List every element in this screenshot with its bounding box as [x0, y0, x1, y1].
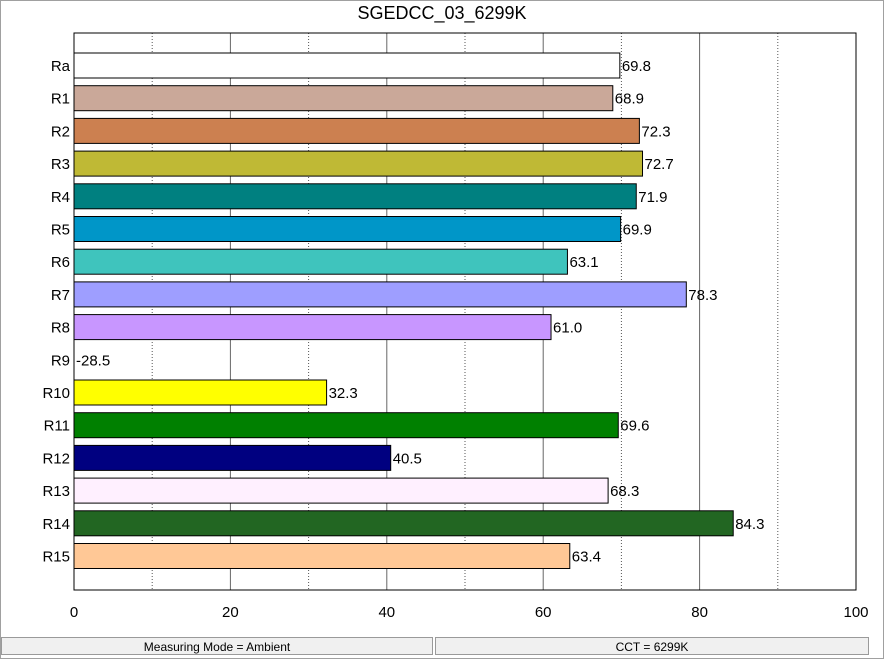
value-label: 63.4 — [572, 549, 601, 566]
x-tick-label: 80 — [691, 604, 708, 621]
bar — [73, 477, 609, 504]
x-tick-label: 20 — [222, 604, 239, 621]
bar — [73, 543, 571, 569]
value-label: 63.1 — [569, 254, 598, 271]
bar — [73, 52, 621, 79]
bar — [73, 150, 644, 177]
value-label: 72.3 — [641, 123, 670, 140]
category-label: Ra — [51, 58, 71, 75]
x-tick-label: 100 — [843, 604, 868, 621]
value-label: 68.9 — [615, 91, 644, 108]
category-label: R8 — [51, 320, 70, 337]
category-label: R14 — [42, 516, 70, 533]
value-label: 72.7 — [645, 156, 674, 173]
category-label: R2 — [51, 123, 70, 140]
bar — [73, 117, 640, 144]
category-label: R7 — [51, 287, 70, 304]
x-tick-label: 40 — [378, 604, 395, 621]
category-label: R1 — [51, 91, 70, 108]
status-measuring-mode: Measuring Mode = Ambient — [1, 637, 433, 655]
value-label: 69.6 — [620, 418, 649, 435]
value-label: -28.5 — [76, 352, 110, 369]
bar — [73, 510, 734, 537]
category-label: R10 — [42, 385, 70, 402]
chart-title: SGEDCC_03_6299K — [357, 3, 527, 23]
value-label: 69.8 — [622, 58, 651, 75]
category-label: R5 — [51, 222, 70, 239]
value-label: 68.3 — [610, 483, 639, 500]
bar — [73, 248, 568, 275]
value-label: 40.5 — [393, 450, 422, 467]
category-label: R13 — [42, 483, 70, 500]
category-label: R15 — [42, 549, 70, 566]
category-label: R6 — [51, 254, 70, 271]
value-label: 78.3 — [688, 287, 717, 304]
bar — [73, 444, 392, 471]
category-label: R12 — [42, 450, 70, 467]
value-label: 61.0 — [553, 320, 582, 337]
bar — [73, 183, 637, 210]
bar — [73, 412, 619, 439]
bar — [73, 85, 614, 112]
x-tick-label: 0 — [70, 604, 78, 621]
value-label: 32.3 — [329, 385, 358, 402]
bar — [73, 281, 687, 308]
category-label: R9 — [51, 352, 70, 369]
value-label: 69.9 — [623, 222, 652, 239]
bar — [73, 314, 552, 341]
value-label: 71.9 — [638, 189, 667, 206]
plot-area-border — [73, 32, 857, 591]
bar — [73, 216, 622, 242]
category-label: R11 — [44, 418, 70, 435]
bar — [73, 379, 328, 406]
value-label: 84.3 — [735, 516, 764, 533]
category-label: R4 — [51, 189, 70, 206]
status-cct: CCT = 6299K — [435, 637, 869, 655]
category-label: R3 — [51, 156, 70, 173]
x-tick-label: 60 — [535, 604, 552, 621]
